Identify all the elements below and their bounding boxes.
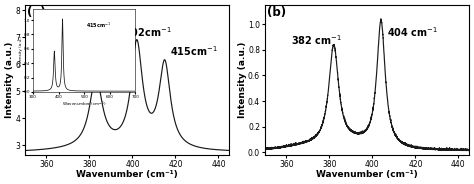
Text: 383cm$^{-1}$: 383cm$^{-1}$ xyxy=(74,76,122,90)
Text: 402cm$^{-1}$: 402cm$^{-1}$ xyxy=(124,25,172,39)
Text: 415cm$^{-1}$: 415cm$^{-1}$ xyxy=(170,44,218,58)
Text: 404 cm$^{-1}$: 404 cm$^{-1}$ xyxy=(387,26,438,40)
X-axis label: Wavenumber (cm⁻¹): Wavenumber (cm⁻¹) xyxy=(316,170,418,179)
Text: (b): (b) xyxy=(267,6,286,19)
Y-axis label: Intensity (a.u.): Intensity (a.u.) xyxy=(237,42,246,118)
X-axis label: Wavenumber (cm⁻¹): Wavenumber (cm⁻¹) xyxy=(76,170,178,179)
Y-axis label: Intensity (a.u.): Intensity (a.u.) xyxy=(5,42,14,118)
Text: (a): (a) xyxy=(27,6,46,19)
Text: 382 cm$^{-1}$: 382 cm$^{-1}$ xyxy=(291,33,342,47)
